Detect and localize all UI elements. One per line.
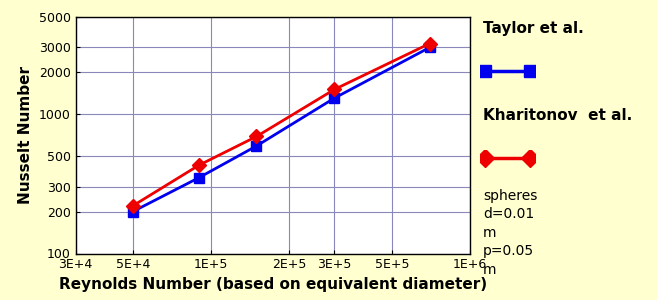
Y-axis label: Nusselt Number: Nusselt Number <box>18 66 33 204</box>
Text: Taylor et al.: Taylor et al. <box>483 21 583 36</box>
X-axis label: Reynolds Number (based on equivalent diameter): Reynolds Number (based on equivalent dia… <box>58 277 487 292</box>
Text: Kharitonov  et al.: Kharitonov et al. <box>483 108 632 123</box>
Text: spheres
d=0.01
m
p=0.05
m: spheres d=0.01 m p=0.05 m <box>483 189 537 277</box>
